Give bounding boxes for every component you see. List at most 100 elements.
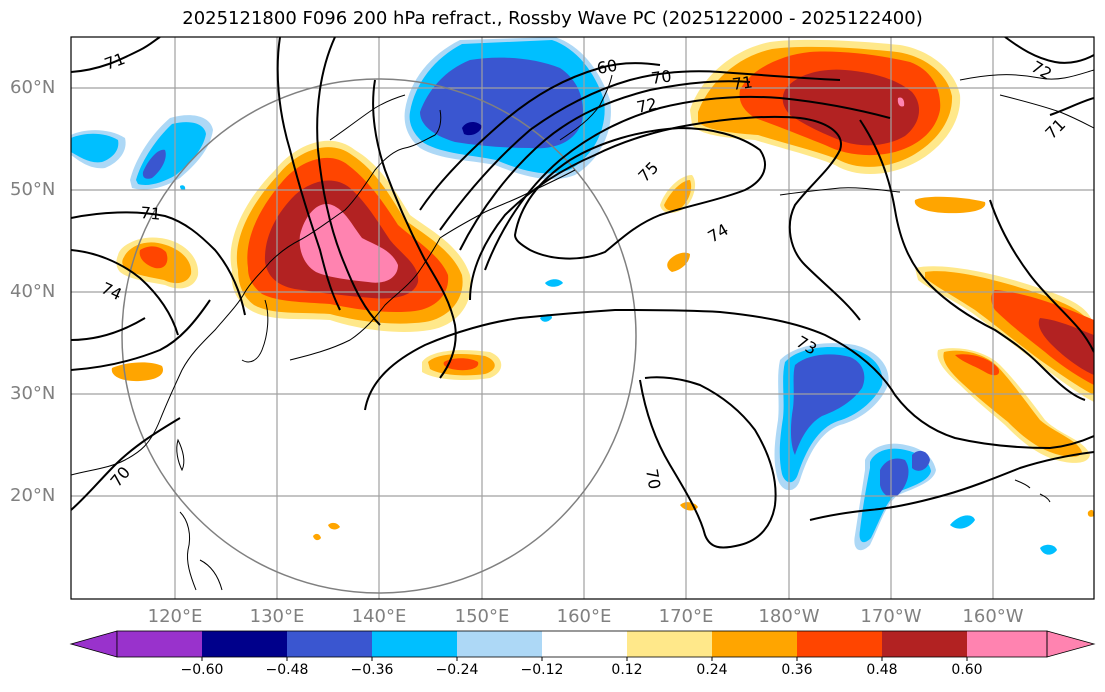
warm-dot-3 — [313, 533, 321, 541]
cool-blob-central-3 — [790, 354, 865, 455]
colorbar-label: −0.36 — [350, 662, 394, 678]
contour-trough-1 — [276, 37, 341, 311]
coastlines — [71, 69, 1094, 591]
contour-ne-loop-2 — [989, 199, 1094, 353]
colorbar-swatch — [117, 631, 202, 657]
colorbar-ticks — [201, 657, 968, 661]
contour-label: 71 — [1041, 115, 1069, 143]
colorbar-label: 0.48 — [866, 662, 898, 678]
lat-label-40n: 40°N — [10, 281, 56, 302]
coast-kuril — [439, 169, 576, 239]
coast-philippines — [179, 511, 223, 591]
contour-ne-loop — [859, 119, 1086, 401]
lon-label-140e: 140°E — [351, 606, 407, 627]
map-content: 60 70 71 72 75 74 73 70 71 74 72 71 70 7… — [71, 37, 1094, 599]
colorbar-label: 0.36 — [781, 662, 813, 678]
warm-band-gulf-3 — [991, 290, 1094, 385]
contour-label: 70 — [650, 66, 673, 88]
lon-label-170w: 170°W — [860, 606, 922, 627]
contour-label: 71 — [102, 49, 128, 74]
colorbar-swatch — [457, 631, 542, 657]
colorbar-label: −0.12 — [520, 662, 564, 678]
coast-korea — [241, 299, 269, 363]
contour-label: 74 — [98, 278, 124, 304]
refractivity-contours — [71, 37, 1094, 549]
reference-circle — [121, 78, 637, 594]
warm-dot-2 — [328, 522, 340, 530]
positive-anomaly-shading — [111, 39, 1094, 541]
colorbar-swatch — [287, 631, 372, 657]
coast-hawaii — [1014, 479, 1051, 503]
lon-label-120e: 120°E — [147, 606, 203, 627]
contour-72-ne — [1004, 37, 1094, 64]
cool-blob-okhotsk-3 — [420, 57, 584, 149]
colorbar-swatch — [797, 631, 882, 657]
coast-okhotsk-north — [329, 94, 406, 141]
lat-label-60n: 60°N — [10, 77, 56, 98]
warm-band-gulf-4 — [1038, 318, 1094, 375]
colorbar-label: 0.24 — [696, 662, 728, 678]
gridlines — [71, 37, 1094, 599]
coast-kamchatka — [559, 74, 613, 141]
colorbar-swatch — [882, 631, 967, 657]
warm-dot-4 — [1087, 509, 1094, 517]
contour-label: 71 — [731, 72, 754, 94]
colorbar-swatch — [712, 631, 797, 657]
contour-70-w — [71, 299, 211, 371]
lon-label-170e: 170°E — [658, 606, 714, 627]
cool-blob-okhotsk-4 — [462, 122, 482, 136]
map-border — [70, 36, 1095, 600]
lon-label-160e: 160°E — [556, 606, 612, 627]
lat-label-20n: 20°N — [10, 485, 56, 506]
warm-blob-pacific-small-3 — [443, 358, 479, 371]
colorbar — [69, 630, 1096, 661]
contour-71-mid — [459, 80, 751, 251]
contour-73 — [364, 308, 1094, 450]
warm-blob-yellow-sea — [111, 362, 164, 382]
colorbar-label: −0.60 — [180, 662, 224, 678]
coast-aleutians — [779, 187, 901, 196]
colorbar-arrow-left — [69, 630, 118, 658]
colorbar-swatch — [372, 631, 457, 657]
warm-blob-central-3 — [914, 196, 986, 214]
warm-band-south-3 — [955, 354, 1000, 376]
contour-72-mid — [484, 95, 891, 271]
warm-blob-west-3 — [139, 246, 168, 269]
contour-71-w — [71, 211, 246, 316]
warm-blob-central-2 — [667, 252, 690, 272]
map-title: 2025121800 F096 200 hPa refract., Rossby… — [182, 8, 923, 29]
colorbar-swatch — [542, 631, 627, 657]
colorbar-outline — [116, 630, 1048, 658]
colorbar-swatch — [627, 631, 712, 657]
colorbar-label: 0.60 — [951, 662, 983, 678]
contour-71-nw — [71, 37, 161, 73]
cool-blob-south-4 — [912, 450, 930, 471]
contour-ridge-1 — [372, 79, 457, 379]
colorbar-swatch — [202, 631, 287, 657]
coast-alaska — [959, 69, 1094, 129]
coast-japan — [289, 237, 441, 361]
contour-70-s — [639, 376, 777, 549]
contour-label: 70 — [642, 467, 664, 490]
lon-label-160w: 160°W — [962, 606, 1024, 627]
lon-label-180: 180°W — [758, 606, 820, 627]
contour-trough-2 — [316, 37, 381, 326]
contour-71-ne — [1049, 97, 1094, 116]
cool-blob-south-3 — [880, 458, 909, 497]
lon-label-150e: 150°E — [454, 606, 510, 627]
cool-dot-5 — [180, 185, 186, 191]
cool-blob-w1b — [71, 133, 119, 163]
warm-band-south-2 — [943, 350, 1082, 457]
contour-label: 72 — [635, 94, 659, 117]
contour-71-s — [809, 451, 1094, 521]
cool-dot-1 — [950, 515, 975, 529]
contour-label: 60 — [595, 56, 618, 78]
coast-taiwan — [176, 438, 185, 472]
negative-anomaly-shading — [71, 37, 1057, 555]
colorbar-label: −0.24 — [435, 662, 479, 678]
contour-label: 70 — [107, 463, 135, 491]
contour-label: 75 — [634, 158, 662, 186]
contour-72-w — [71, 317, 146, 341]
lat-label-30n: 30°N — [10, 383, 56, 404]
cool-dot-3 — [545, 279, 563, 287]
